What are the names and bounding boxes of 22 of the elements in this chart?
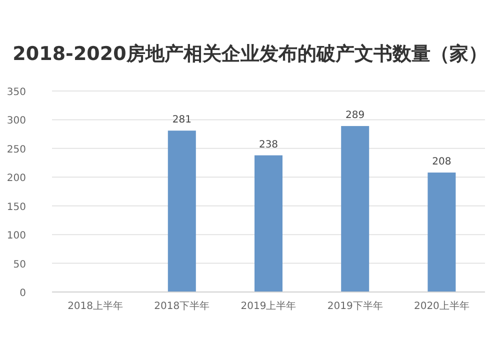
data-label: 208	[432, 156, 452, 168]
bar	[254, 155, 282, 292]
y-tick-label: 150	[6, 202, 26, 213]
x-tick-label: 2019上半年	[240, 300, 296, 312]
y-tick-label: 0	[20, 288, 26, 299]
x-tick-label: 2018上半年	[68, 300, 124, 312]
y-tick-label: 250	[6, 144, 26, 156]
bar	[168, 130, 196, 292]
y-tick-label: 100	[6, 230, 26, 242]
y-tick-label: 50	[13, 259, 26, 270]
y-tick-label: 300	[6, 116, 26, 127]
data-label: 281	[172, 114, 192, 126]
x-tick-label: 2018下半年	[154, 300, 210, 312]
data-label: 289	[346, 110, 365, 122]
bar	[428, 172, 456, 292]
y-tick-label: 200	[6, 173, 26, 184]
x-tick-label: 2019下半年	[327, 300, 383, 312]
bar	[341, 126, 370, 292]
y-tick-label: 350	[6, 87, 26, 98]
data-label: 238	[258, 139, 278, 150]
x-tick-label: 2020上半年	[414, 300, 470, 312]
chart-title: 2018-2020房地产相关企业发布的破产文书数量（家）	[12, 43, 488, 65]
